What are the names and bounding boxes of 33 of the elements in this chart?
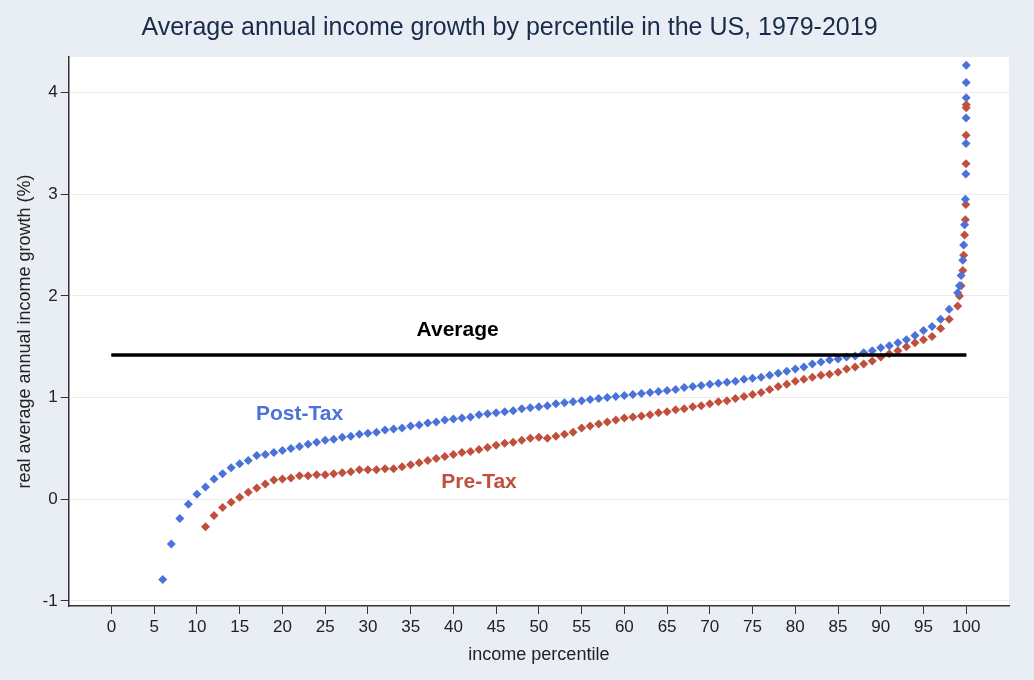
x-tick-label: 70	[700, 616, 720, 636]
y-tick-label: -1	[42, 590, 58, 610]
x-tick-label: 0	[106, 616, 117, 636]
y-axis-title: real average annual income growth (%)	[13, 174, 34, 489]
x-tick-label: 100	[952, 616, 981, 636]
chart-title: Average annual income growth by percentile in the US, 1979-2019	[141, 11, 878, 40]
y-tick-label: 4	[48, 82, 58, 102]
x-tick-label: 90	[871, 616, 891, 636]
y-tick-label: 1	[48, 387, 58, 407]
y-tick-label: 3	[48, 183, 58, 203]
x-tick-label: 50	[529, 616, 549, 636]
x-tick-label: 85	[828, 616, 848, 636]
x-tick-label: 35	[401, 616, 421, 636]
x-tick-label: 55	[572, 616, 592, 636]
y-tick-label: 0	[48, 488, 58, 508]
series-label: Post-Tax	[255, 400, 344, 424]
ref-line-label: Average	[416, 317, 499, 341]
x-tick-label: 60	[614, 616, 634, 636]
x-tick-label: 20	[272, 616, 292, 636]
x-axis-title: income percentile	[468, 644, 610, 665]
x-tick-label: 40	[443, 616, 463, 636]
x-tick-label: 65	[657, 616, 677, 636]
series-label: Pre-Tax	[441, 468, 518, 492]
x-tick-label: 10	[187, 616, 207, 636]
x-tick-label: 75	[743, 616, 763, 636]
x-tick-label: 15	[230, 616, 250, 636]
x-tick-label: 25	[315, 616, 335, 636]
x-tick-label: 5	[149, 616, 159, 636]
x-tick-label: 30	[358, 616, 378, 636]
x-tick-label: 80	[785, 616, 805, 636]
x-tick-label: 95	[914, 616, 933, 636]
y-tick-label: 2	[48, 285, 58, 305]
x-tick-label: 45	[486, 616, 506, 636]
